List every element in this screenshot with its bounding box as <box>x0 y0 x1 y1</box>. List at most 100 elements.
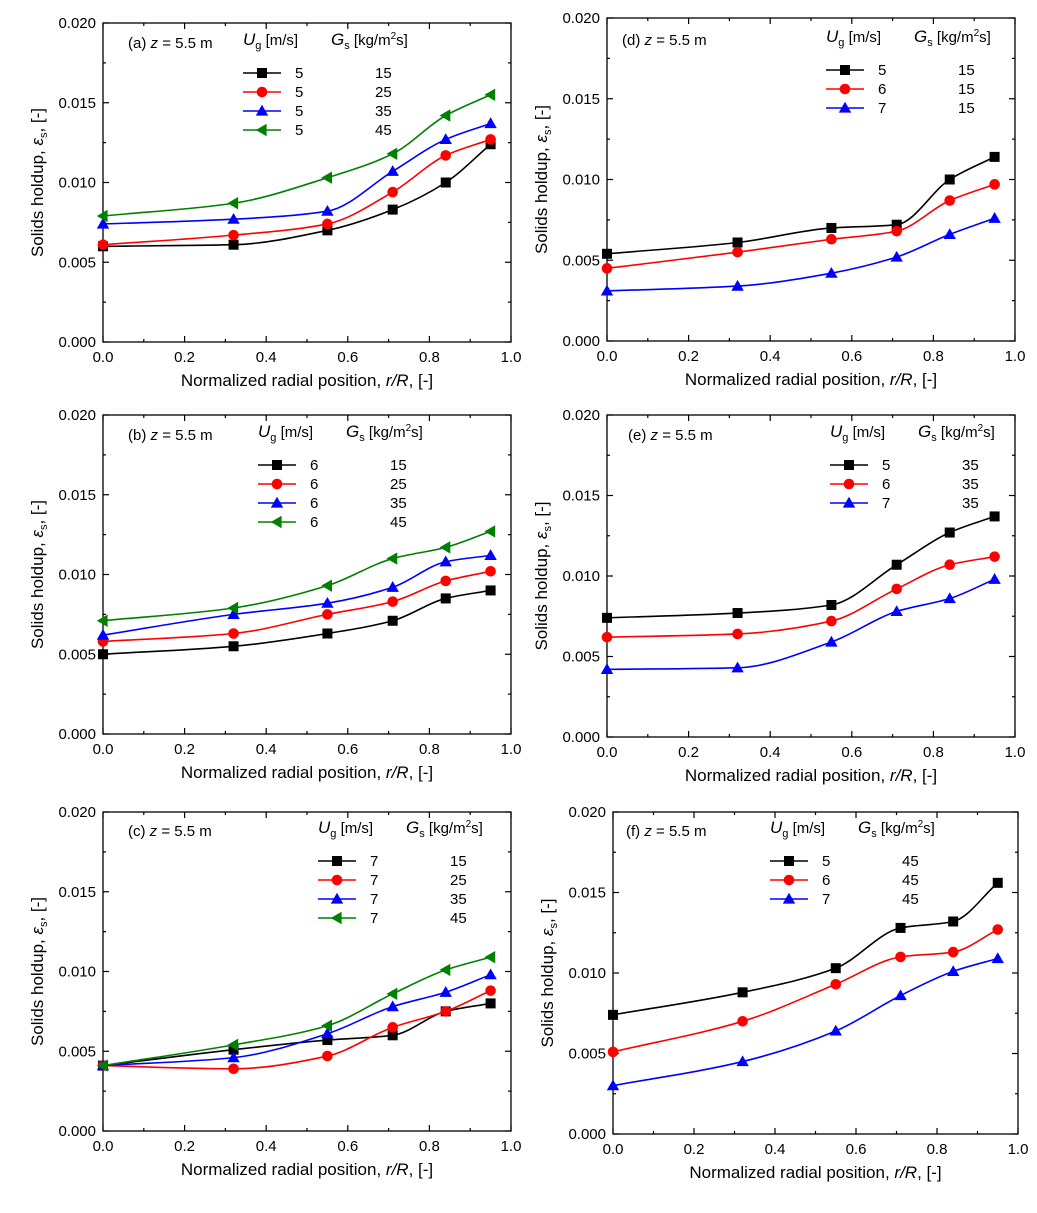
data-point <box>322 1050 333 1062</box>
legend-marker <box>270 496 284 508</box>
x-tick-label: 0.4 <box>760 348 781 365</box>
legend-marker <box>843 478 855 490</box>
data-point <box>322 628 333 639</box>
data-point <box>386 165 399 176</box>
legend-marker <box>842 496 856 508</box>
series-line <box>606 555 995 638</box>
x-tick-label: 0.8 <box>419 1138 440 1155</box>
legend-gs-value: 45 <box>390 514 407 531</box>
x-tick-label: 0.6 <box>841 744 862 761</box>
legend-ug-value: 5 <box>295 84 303 101</box>
data-point <box>439 986 452 997</box>
plot-frame <box>606 414 1016 738</box>
panel-label: (f) z = 5.5 m <box>626 823 706 840</box>
series-line <box>102 570 491 643</box>
data-point <box>386 1000 399 1012</box>
x-tick-label: 1.0 <box>1008 1141 1029 1158</box>
data-point <box>989 551 1000 562</box>
legend-marker <box>332 856 342 866</box>
data-point <box>988 573 1001 584</box>
data-point <box>484 950 496 964</box>
x-tick-label: 0.4 <box>256 741 277 758</box>
legend-ug-value: 6 <box>310 495 318 512</box>
y-tick-label: 0.020 <box>58 804 96 821</box>
data-point <box>387 1030 398 1041</box>
data-point <box>440 593 451 604</box>
legend-gs-value: 15 <box>958 100 975 117</box>
data-point <box>439 555 452 567</box>
legend-gs-value: 35 <box>962 495 979 512</box>
x-tick-label: 1.0 <box>501 1138 522 1155</box>
data-point <box>439 133 452 145</box>
legend-gs-value: 45 <box>375 122 392 139</box>
legend-marker <box>839 83 851 95</box>
x-tick-label: 0.0 <box>93 741 114 758</box>
data-point <box>484 525 496 538</box>
x-tick-label: 0.8 <box>419 349 440 366</box>
legend-gs-value: 15 <box>958 62 975 79</box>
series-line <box>102 589 491 656</box>
x-axis-title: Normalized radial position, r/R, [-] <box>181 763 433 782</box>
legend-gs-value: 45 <box>902 872 919 889</box>
data-point <box>895 922 906 933</box>
data-point <box>948 916 959 927</box>
data-point <box>484 549 497 560</box>
legend-gs-value: 35 <box>390 495 407 512</box>
data-point <box>737 1016 748 1027</box>
series-line <box>102 138 491 246</box>
data-point <box>387 615 398 626</box>
x-tick-label: 0.8 <box>419 741 440 758</box>
data-point <box>732 628 743 640</box>
x-tick-label: 0.2 <box>684 1141 705 1158</box>
data-point <box>485 585 496 596</box>
legend-marker <box>255 104 269 116</box>
data-point <box>826 599 837 610</box>
data-point <box>386 581 399 592</box>
y-tick-label: 0.020 <box>58 407 96 424</box>
legend-gs-value: 25 <box>375 84 392 101</box>
legend-header-gs: Gs [kg/m2s] <box>918 422 995 444</box>
legend-gs-value: 35 <box>450 891 467 908</box>
data-point <box>608 1009 618 1020</box>
data-point <box>96 614 108 627</box>
x-tick-label: 0.2 <box>174 741 195 758</box>
data-point <box>731 661 744 673</box>
data-point <box>96 628 110 640</box>
x-tick-label: 0.0 <box>93 1138 114 1155</box>
data-point <box>731 279 744 291</box>
data-point <box>988 212 1001 223</box>
legend-ug-value: 5 <box>295 122 303 139</box>
legend-header-ug: Ug [m/s] <box>258 422 313 444</box>
data-point <box>439 963 451 977</box>
data-point <box>386 987 398 1001</box>
x-tick-label: 0.0 <box>93 349 114 366</box>
legend-marker <box>782 892 796 904</box>
data-point <box>227 197 239 210</box>
y-tick-label: 0.020 <box>562 407 600 424</box>
data-point <box>606 1079 620 1091</box>
y-tick-label: 0.010 <box>562 568 600 585</box>
chart-panel-a: 0.0 0.2 0.4 0.6 0.8 1.0 0.000 0.005 0.010 0.015 0.… <box>28 15 521 390</box>
data-point <box>732 237 743 248</box>
data-point <box>322 609 333 620</box>
legend-header-gs: Gs [kg/m2s] <box>331 30 408 52</box>
legend-header-gs: Gs [kg/m2s] <box>858 818 935 840</box>
data-point <box>947 946 959 958</box>
y-tick-label: 0.000 <box>58 334 96 351</box>
legend-ug-value: 6 <box>310 476 318 493</box>
x-tick-label: 0.2 <box>678 348 699 365</box>
data-point <box>830 963 841 974</box>
y-tick-label: 0.010 <box>562 172 600 189</box>
legend-marker <box>330 892 344 904</box>
x-tick-label: 0.4 <box>765 1141 786 1158</box>
data-point <box>321 171 332 184</box>
chart-panel-f: 0.0 0.2 0.4 0.6 0.8 1.0 0.000 0.005 0.010 0.015 0.… <box>538 804 1028 1182</box>
legend-ug-value: 7 <box>882 495 890 512</box>
legend-marker <box>330 911 342 925</box>
legend-marker <box>255 123 267 137</box>
legend-marker <box>783 874 795 886</box>
legend-gs-value: 15 <box>375 65 392 82</box>
data-point <box>97 239 109 251</box>
y-axis-title: Solids holdup, εs, [-] <box>28 108 50 257</box>
